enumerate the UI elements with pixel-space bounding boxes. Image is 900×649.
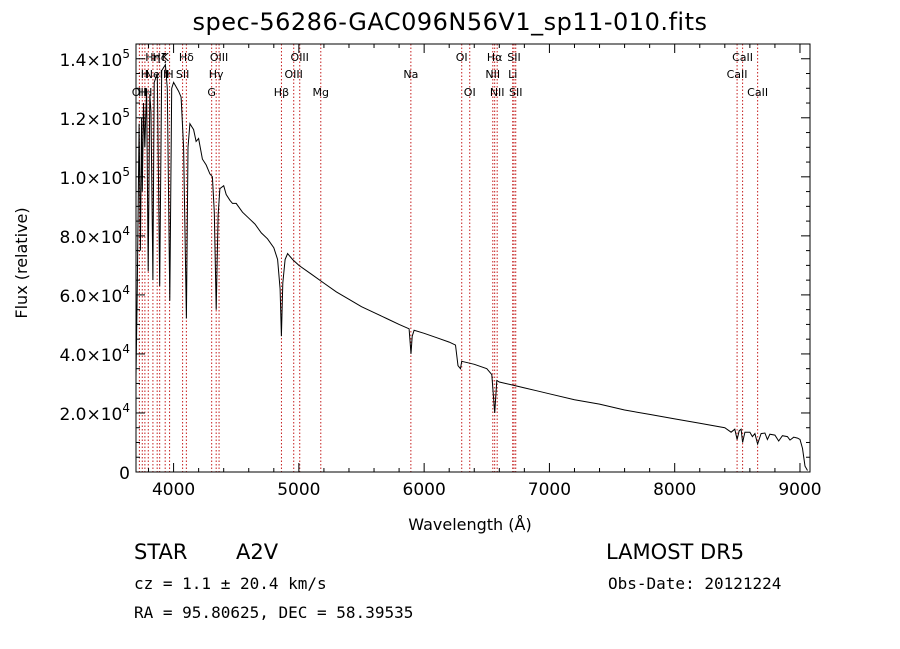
line-marker-label: OIII — [291, 51, 309, 64]
survey-label: LAMOST DR5 — [606, 540, 745, 564]
line-marker-label: H — [144, 86, 152, 99]
y-tick-label: 6.0×104 — [59, 283, 130, 307]
line-marker-label: Hζ — [153, 51, 167, 64]
line-marker-label: SII — [509, 86, 522, 99]
line-marker-label: OI — [464, 86, 476, 99]
y-tick-label: 4.0×104 — [59, 342, 130, 366]
line-marker-label: CaII — [732, 51, 753, 64]
y-axis-label: Flux (relative) — [12, 207, 31, 318]
x-tick-label: 7000 — [528, 480, 571, 500]
y-tick-label: 8.0×104 — [59, 224, 130, 248]
line-marker-label: Li — [508, 68, 517, 81]
x-axis-ticks: 4000 5000 6000 7000 8000 9000 — [148, 44, 822, 500]
line-marker-label: OI — [456, 51, 468, 64]
y-tick-label: 1.2×105 — [59, 106, 130, 130]
y-tick-label: 1.4×105 — [59, 47, 130, 71]
line-marker-label: NII — [485, 68, 500, 81]
plot-frame — [135, 43, 811, 473]
line-marker-label: Hα — [487, 51, 503, 64]
y-axis-ticks: 0 2.0×104 4.0×104 6.0×104 8.0×104 1.0×105 1.2×… — [59, 43, 810, 484]
line-marker-label: Mg — [313, 86, 329, 99]
line-marker-label: Na — [403, 68, 418, 81]
line-marker-label: CaII — [747, 86, 768, 99]
line-marker-label: CaII — [727, 68, 748, 81]
y-tick-label: 1.0×105 — [59, 165, 130, 189]
x-tick-label: 9000 — [778, 480, 821, 500]
line-marker-label: H — [138, 86, 146, 99]
redshift-cz: cz = 1.1 ± 20.4 km/s — [134, 574, 327, 593]
line-marker-label: NII — [490, 86, 505, 99]
line-marker-label: OIII — [285, 68, 303, 81]
line-marker-label: Hβ — [274, 86, 289, 99]
x-tick-label: 4000 — [152, 480, 195, 500]
x-tick-label: 8000 — [653, 480, 696, 500]
line-marker-label: SII — [176, 68, 189, 81]
chart-title: spec-56286-GAC096N56V1_sp11-010.fits — [192, 8, 708, 36]
spectral-line-markers — [138, 44, 759, 472]
y-tick-label: 0 — [119, 464, 130, 484]
line-marker-label: G — [207, 86, 216, 99]
line-marker-label: H — [165, 68, 173, 81]
line-marker-label: Hδ — [179, 51, 194, 64]
line-marker-label: H — [141, 68, 149, 81]
line-marker-label: K — [162, 51, 170, 64]
y-tick-label: 2.0×104 — [59, 401, 130, 425]
object-class: STAR — [134, 540, 188, 564]
x-tick-label: 5000 — [277, 480, 320, 500]
x-axis-label: Wavelength (Å) — [408, 515, 531, 534]
line-marker-label: Hγ — [209, 68, 224, 81]
spectrum-series-line — [135, 63, 808, 471]
x-tick-label: 6000 — [403, 480, 446, 500]
line-marker-label: OIII — [210, 51, 228, 64]
object-subclass: A2V — [236, 540, 279, 564]
line-marker-label: SII — [507, 51, 520, 64]
line-marker-label: Hη — [145, 51, 160, 64]
coordinates: RA = 95.80625, DEC = 58.39535 — [134, 603, 414, 622]
spectral-line-labels: OIIHHHHηNeIIIHζKHHδSIIGHγOIIIHβOIIIOIIIM… — [132, 51, 768, 99]
observation-date: Obs-Date: 20121224 — [608, 574, 782, 593]
